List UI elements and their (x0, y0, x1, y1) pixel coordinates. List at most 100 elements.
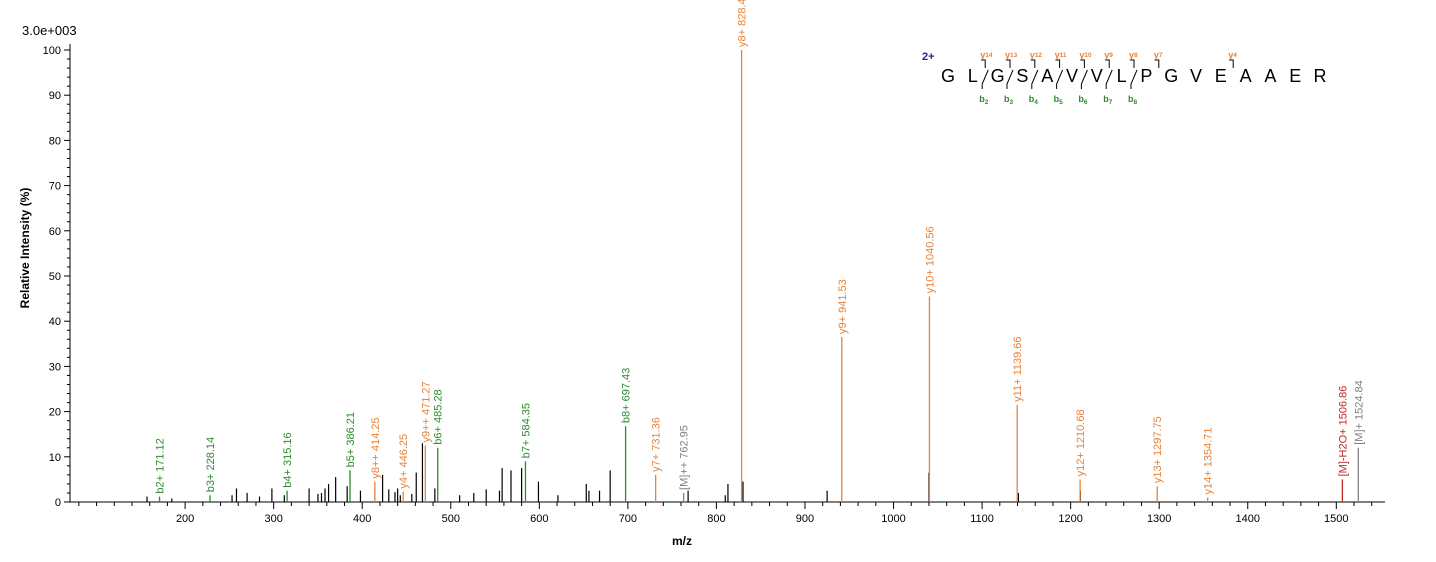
y-ion-label: y13 (1005, 50, 1018, 60)
y-fragment-marker (1006, 59, 1011, 68)
y-fragment-marker (981, 59, 986, 68)
b-fragment-marker (1105, 69, 1113, 89)
y-ion-label: y7 (1154, 50, 1163, 60)
y-fragment-marker (1055, 59, 1061, 68)
peak-label: y10+ 1040.56 (924, 226, 936, 293)
y-ion-label: y4 (1228, 50, 1237, 60)
y-ion-label: y9 (1104, 50, 1113, 60)
peak-labels: b2+ 171.12 b3+ 228.14 b4+ 315.16 b5+ 386.21… (155, 0, 1366, 494)
peak-label: b4+ 315.16 (282, 432, 294, 487)
y-tick-label: 100 (43, 45, 61, 57)
x-tick-label: 500 (442, 513, 460, 525)
residue-letter: L (1117, 66, 1127, 86)
b-ion-label: b3 (1004, 94, 1014, 106)
ion-number: 8 (1134, 52, 1138, 59)
b-fragment-marker (1080, 69, 1088, 89)
peak-label: b2+ 171.12 (155, 438, 167, 493)
y-tick-label: 90 (49, 90, 61, 102)
residue-letter: V (1091, 66, 1103, 86)
peak-label: [M]-H2O+ 1506.86 (1337, 386, 1349, 477)
residue-letter: R (1314, 66, 1327, 86)
y-ion-label: y8 (1129, 50, 1138, 60)
y-tick-label: 50 (49, 271, 61, 283)
charge-state-label: 2+ (922, 51, 935, 63)
peak-label: b6+ 485.28 (433, 389, 445, 444)
x-tick-label: 200 (176, 513, 194, 525)
ion-number: 3 (1010, 99, 1014, 106)
residue-letter: S (1016, 66, 1028, 86)
x-axis-title: m/z (672, 534, 692, 548)
y-tick-label: 20 (49, 407, 61, 419)
b-ion-label: b7 (1103, 94, 1113, 106)
y-ion-label: y14 (980, 50, 993, 60)
y-tick-label: 60 (49, 226, 61, 238)
y-fragment-marker (1154, 59, 1160, 68)
x-tick-label: 1200 (1058, 513, 1082, 525)
ion-number: 11 (1060, 52, 1067, 59)
residue-letter: A (1264, 66, 1276, 86)
peak-label: y9+ 941.53 (837, 279, 849, 334)
b-fragment-marker (1130, 69, 1138, 89)
residue-letter: A (1240, 66, 1252, 86)
peak-label: b3+ 228.14 (205, 437, 217, 492)
x-tick-label: 1500 (1324, 513, 1348, 525)
x-tick-label: 700 (619, 513, 637, 525)
x-tick-label: 1300 (1147, 513, 1171, 525)
ion-number: 6 (1084, 99, 1088, 106)
ion-number: 2 (985, 99, 989, 106)
b-ion-label: b2 (979, 94, 989, 106)
x-tick-label: 900 (796, 513, 814, 525)
y-axis-title: Relative Intensity (%) (18, 188, 32, 309)
peak-label: [M]+ 1524.84 (1353, 380, 1365, 445)
x-tick-label: 400 (353, 513, 371, 525)
peak-label: y13+ 1297.75 (1152, 416, 1164, 483)
ion-number: 12 (1035, 52, 1043, 59)
ion-number: 4 (1034, 99, 1038, 106)
y-tick-label: 40 (49, 316, 61, 328)
peak-label: y9++ 471.27 (420, 381, 432, 442)
ion-number: 13 (1010, 52, 1018, 59)
b-fragment-marker (1056, 69, 1064, 89)
axes: 0 10 20 30 40 50 60 70 80 90 100 200 300 400 500 600 700… (43, 44, 1385, 525)
y-tick-label: 80 (49, 135, 61, 147)
peak-label: y8+ 828.43 (737, 0, 749, 47)
x-tick-label: 600 (530, 513, 548, 525)
ion-number: 9 (1109, 52, 1113, 59)
y-fragment-marker (1105, 59, 1110, 68)
peak-label: y7+ 731.36 (651, 417, 663, 472)
y-tick-label: 30 (49, 361, 61, 373)
y-fragment-marker (1030, 59, 1036, 68)
b-fragment-marker (1031, 69, 1039, 89)
peaks (146, 50, 1359, 502)
x-tick-label: 1000 (881, 513, 905, 525)
peak-label: y12+ 1210.68 (1075, 409, 1087, 476)
residue-letter: G (941, 66, 955, 86)
residue-letter: E (1215, 66, 1227, 86)
b-ion-label: b4 (1029, 94, 1039, 106)
y-fragment-marker (1229, 59, 1234, 68)
y-fragment-marker (1130, 59, 1135, 68)
ion-number: 4 (1233, 52, 1237, 59)
residue-letter: G (991, 66, 1005, 86)
y-tick-label: 70 (49, 181, 61, 193)
ion-number: 7 (1159, 52, 1163, 59)
b-ion-label: b6 (1078, 94, 1088, 106)
residue-letter: P (1140, 66, 1152, 86)
b-ion-label: b5 (1054, 94, 1064, 106)
peak-label: [M]++ 762.95 (679, 425, 691, 490)
intensity-scale-label: 3.0e+003 (22, 23, 77, 38)
y-tick-label: 10 (49, 452, 61, 464)
ion-number: 5 (1059, 99, 1063, 106)
residue-letter: V (1066, 66, 1078, 86)
x-tick-label: 300 (264, 513, 282, 525)
y-ion-label: y11 (1055, 50, 1067, 60)
ion-number: 7 (1109, 99, 1113, 106)
ion-number: 8 (1134, 99, 1138, 106)
ion-number: 14 (985, 52, 993, 59)
b-ion-label: b8 (1128, 94, 1138, 106)
peak-label: b8+ 697.43 (621, 368, 633, 423)
x-tick-label: 1400 (1236, 513, 1260, 525)
x-tick-label: 1100 (970, 513, 994, 525)
